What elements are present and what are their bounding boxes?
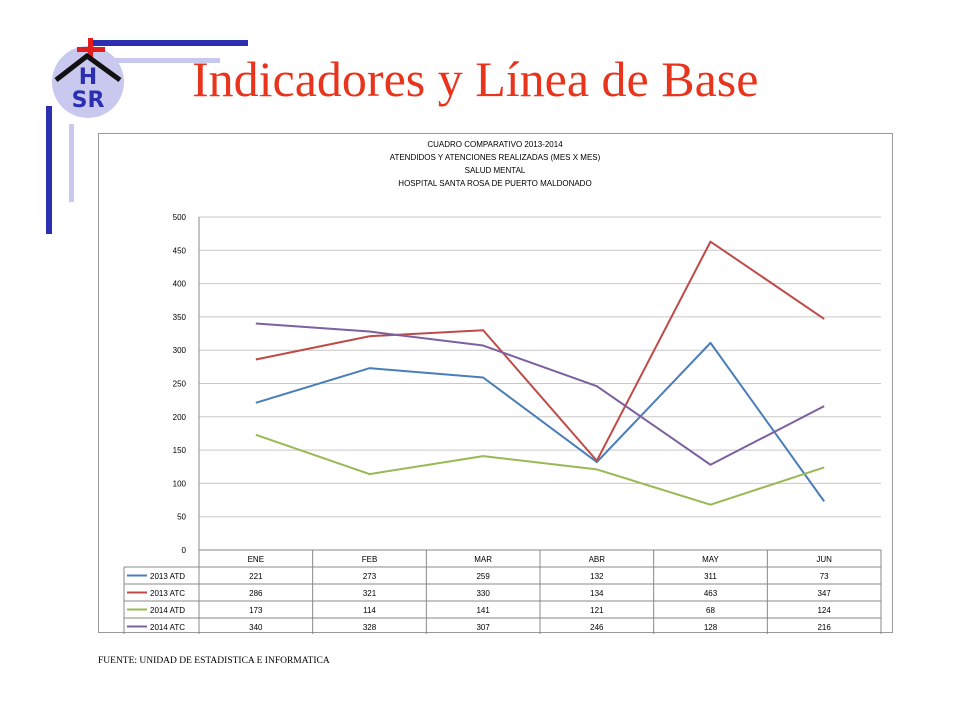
legend-label: 2013 ATC [150,589,185,598]
logo-bar-left [46,106,52,234]
logo-roof-icon [54,52,122,83]
data-table-value: 311 [704,572,717,581]
data-table-value: 73 [820,572,829,581]
legend-label: 2013 ATD [150,572,185,581]
data-table-value: 132 [590,572,604,581]
y-tick-label: 300 [173,346,187,355]
logo-letter-h: H [79,65,97,90]
series-line [255,322,825,466]
series-line [255,240,825,462]
data-table-value: 124 [817,606,831,615]
data-table-value: 307 [476,623,490,632]
y-tick-label: 400 [173,280,187,289]
line-chart: CUADRO COMPARATIVO 2013-2014 ATENDIDOS Y … [123,140,882,634]
data-table-value: 141 [476,606,490,615]
chart-title-line: CUADRO COMPARATIVO 2013-2014 [427,140,563,149]
data-table-value: 128 [704,623,718,632]
logo-letters-sr: SR [72,88,105,113]
y-tick-label: 250 [173,380,187,389]
y-tick-label: 0 [182,546,187,555]
logo-cross-vertical [88,38,93,60]
data-table-value: 121 [590,606,604,615]
x-category-label: FEB [362,555,378,564]
logo-bar-top-light [110,58,220,63]
y-tick-label: 450 [173,246,187,255]
y-tick-label: 150 [173,446,187,455]
data-table-value: 330 [476,589,490,598]
slide-title: Indicadores y Línea de Base [192,51,759,107]
logo-bar-left-light [69,124,74,202]
data-table-value: 221 [249,572,263,581]
data-table-value: 114 [363,606,376,615]
x-category-label: JUN [816,555,832,564]
data-table-value: 246 [590,623,604,632]
x-category-label: MAR [474,555,492,564]
chart-title-line: ATENDIDOS Y ATENCIONES REALIZADAS (MES X… [390,153,601,162]
data-table-value: 340 [249,623,263,632]
logo-circle [52,46,124,118]
y-tick-label: 500 [173,213,187,222]
data-table-value: 68 [706,606,715,615]
source-note: FUENTE: UNIDAD DE ESTADISTICA E INFORMAT… [98,656,330,666]
x-category-label: MAY [702,555,719,564]
chart-title-line: SALUD MENTAL [465,166,526,175]
hospital-logo: H SR [46,38,248,234]
data-table-value: 273 [363,572,377,581]
data-table-value: 463 [704,589,718,598]
logo-bar-top [90,40,248,46]
x-category-label: ENE [248,555,264,564]
data-table-value: 286 [249,589,263,598]
series-line [255,433,825,506]
data-table-value: 328 [363,623,377,632]
data-table-value: 259 [476,572,490,581]
y-tick-label: 350 [173,313,187,322]
y-tick-label: 100 [173,479,187,488]
chart-frame: CUADRO COMPARATIVO 2013-2014 ATENDIDOS Y … [98,133,893,634]
data-table-value: 216 [817,623,831,632]
y-tick-label: 50 [177,513,186,522]
y-tick-label: 200 [173,413,187,422]
data-table-value: 347 [817,589,831,598]
legend-label: 2014 ATC [150,623,185,632]
data-table-value: 321 [363,589,377,598]
data-table-value: 173 [249,606,263,615]
x-category-label: ABR [589,555,606,564]
series-line [255,341,825,502]
legend-label: 2014 ATD [150,606,185,615]
chart-title-line: HOSPITAL SANTA ROSA DE PUERTO MALDONADO [398,179,591,188]
data-table-value: 134 [590,589,604,598]
